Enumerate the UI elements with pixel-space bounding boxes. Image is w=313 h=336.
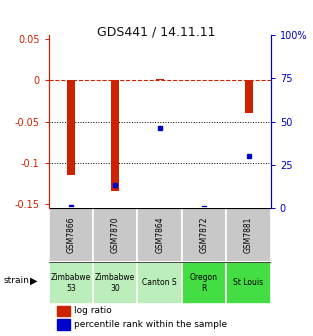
Text: strain: strain bbox=[3, 276, 29, 285]
Bar bbox=[57, 306, 69, 316]
Text: GSM7881: GSM7881 bbox=[244, 217, 253, 253]
Bar bbox=[156, 79, 164, 80]
Text: GSM7870: GSM7870 bbox=[111, 216, 120, 253]
Text: Oregon
R: Oregon R bbox=[190, 273, 218, 293]
Bar bbox=[49, 262, 93, 304]
Bar bbox=[137, 262, 182, 304]
Bar bbox=[67, 80, 75, 175]
Text: Zimbabwe
30: Zimbabwe 30 bbox=[95, 273, 135, 293]
Bar bbox=[182, 262, 226, 304]
Text: percentile rank within the sample: percentile rank within the sample bbox=[74, 320, 227, 329]
Text: Zimbabwe
53: Zimbabwe 53 bbox=[51, 273, 91, 293]
Text: GSM7866: GSM7866 bbox=[66, 216, 75, 253]
Bar bbox=[93, 262, 137, 304]
Bar bbox=[93, 208, 137, 262]
Text: ▶: ▶ bbox=[30, 276, 37, 286]
Bar bbox=[226, 208, 271, 262]
Bar bbox=[226, 262, 271, 304]
Text: GSM7872: GSM7872 bbox=[200, 217, 208, 253]
Bar bbox=[49, 208, 93, 262]
Text: Canton S: Canton S bbox=[142, 279, 177, 287]
Bar bbox=[182, 208, 226, 262]
Text: St Louis: St Louis bbox=[233, 279, 264, 287]
Bar bbox=[244, 80, 253, 113]
Text: GDS441 / 14.11.11: GDS441 / 14.11.11 bbox=[97, 25, 216, 38]
Bar bbox=[111, 80, 119, 191]
Text: GSM7864: GSM7864 bbox=[155, 216, 164, 253]
Bar bbox=[137, 208, 182, 262]
Text: log ratio: log ratio bbox=[74, 306, 112, 316]
Bar bbox=[57, 319, 69, 330]
